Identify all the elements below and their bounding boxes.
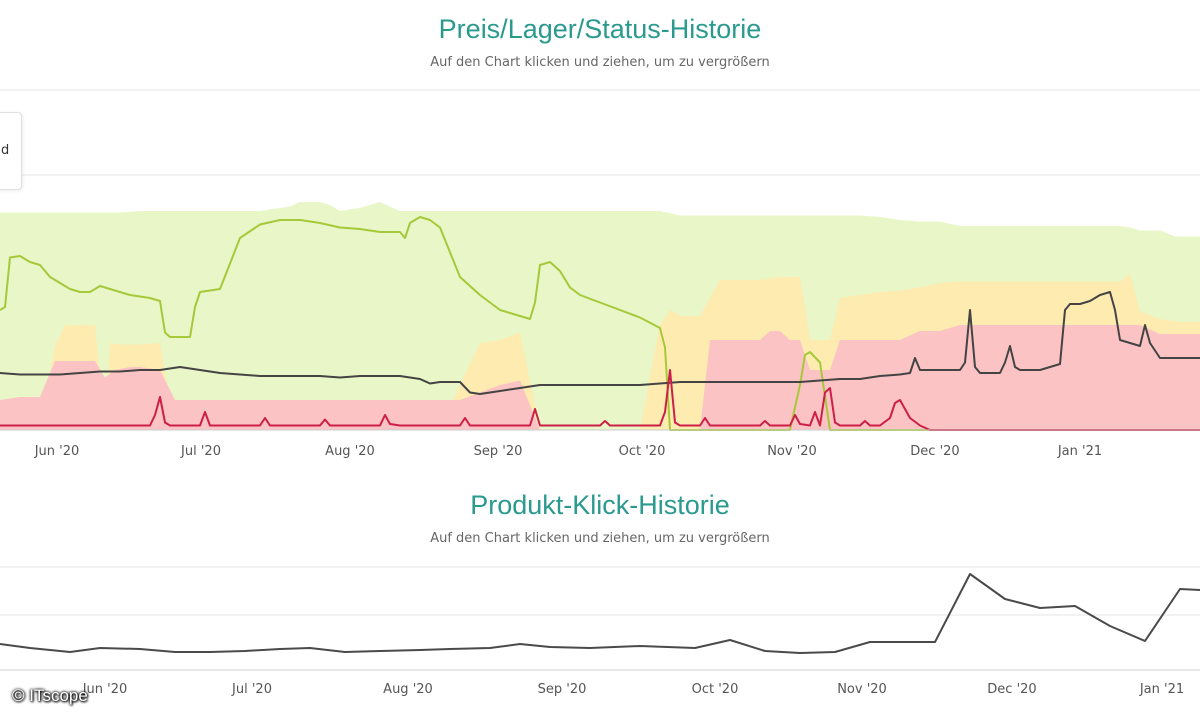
chart2-x-tick-label: Jan '21: [1139, 682, 1184, 697]
chart2-clicks-line: [0, 573, 1200, 654]
chart1-title: Preis/Lager/Status-Historie: [438, 14, 762, 44]
chart1-line-red_line: [0, 369, 1200, 431]
chart2-x-tick-label: Oct '20: [692, 682, 739, 697]
chart2-x-tick-label: Aug '20: [383, 682, 433, 697]
chart1-line-black_line: [0, 291, 1200, 395]
chart1-band-red_band: [0, 325, 1200, 430]
chart1-x-tick-label: Jun '20: [34, 444, 80, 459]
chart2-title: Produkt-Klick-Historie: [470, 490, 730, 520]
chart2-x-tick-label: Sep '20: [538, 682, 587, 697]
product-click-chart[interactable]: Jun '20 Jul '20 Aug '20 Sep '20 Oct '20 Nov '…: [0, 560, 1200, 720]
chart2-x-tick-label: Dec '20: [987, 682, 1036, 697]
chart2-x-tick-label: Nov '20: [837, 682, 887, 697]
chart2-x-tick-label: Jun '20: [82, 682, 128, 697]
chart1-legend[interactable]: d: [0, 112, 22, 190]
price-stock-status-chart[interactable]: Jun '20 Jul '20 Aug '20 Sep '20 Oct '20 Nov '…: [0, 0, 1200, 470]
chart2-x-tick-label: Jul '20: [231, 682, 272, 697]
watermark: © ITscope: [12, 686, 88, 705]
chart1-x-tick-label: Sep '20: [474, 444, 523, 459]
legend-fragment: d: [1, 143, 10, 158]
chart1-x-tick-label: Aug '20: [325, 444, 375, 459]
chart1-x-tick-label: Jan '21: [1057, 444, 1102, 459]
chart1-x-tick-label: Dec '20: [910, 444, 959, 459]
chart1-x-tick-label: Oct '20: [619, 444, 666, 459]
chart2-subtitle: Auf den Chart klicken und ziehen, um zu …: [430, 531, 770, 546]
chart1-subtitle: Auf den Chart klicken und ziehen, um zu …: [430, 55, 770, 70]
chart1-x-tick-label: Nov '20: [767, 444, 817, 459]
chart1-x-tick-label: Jul '20: [180, 444, 221, 459]
